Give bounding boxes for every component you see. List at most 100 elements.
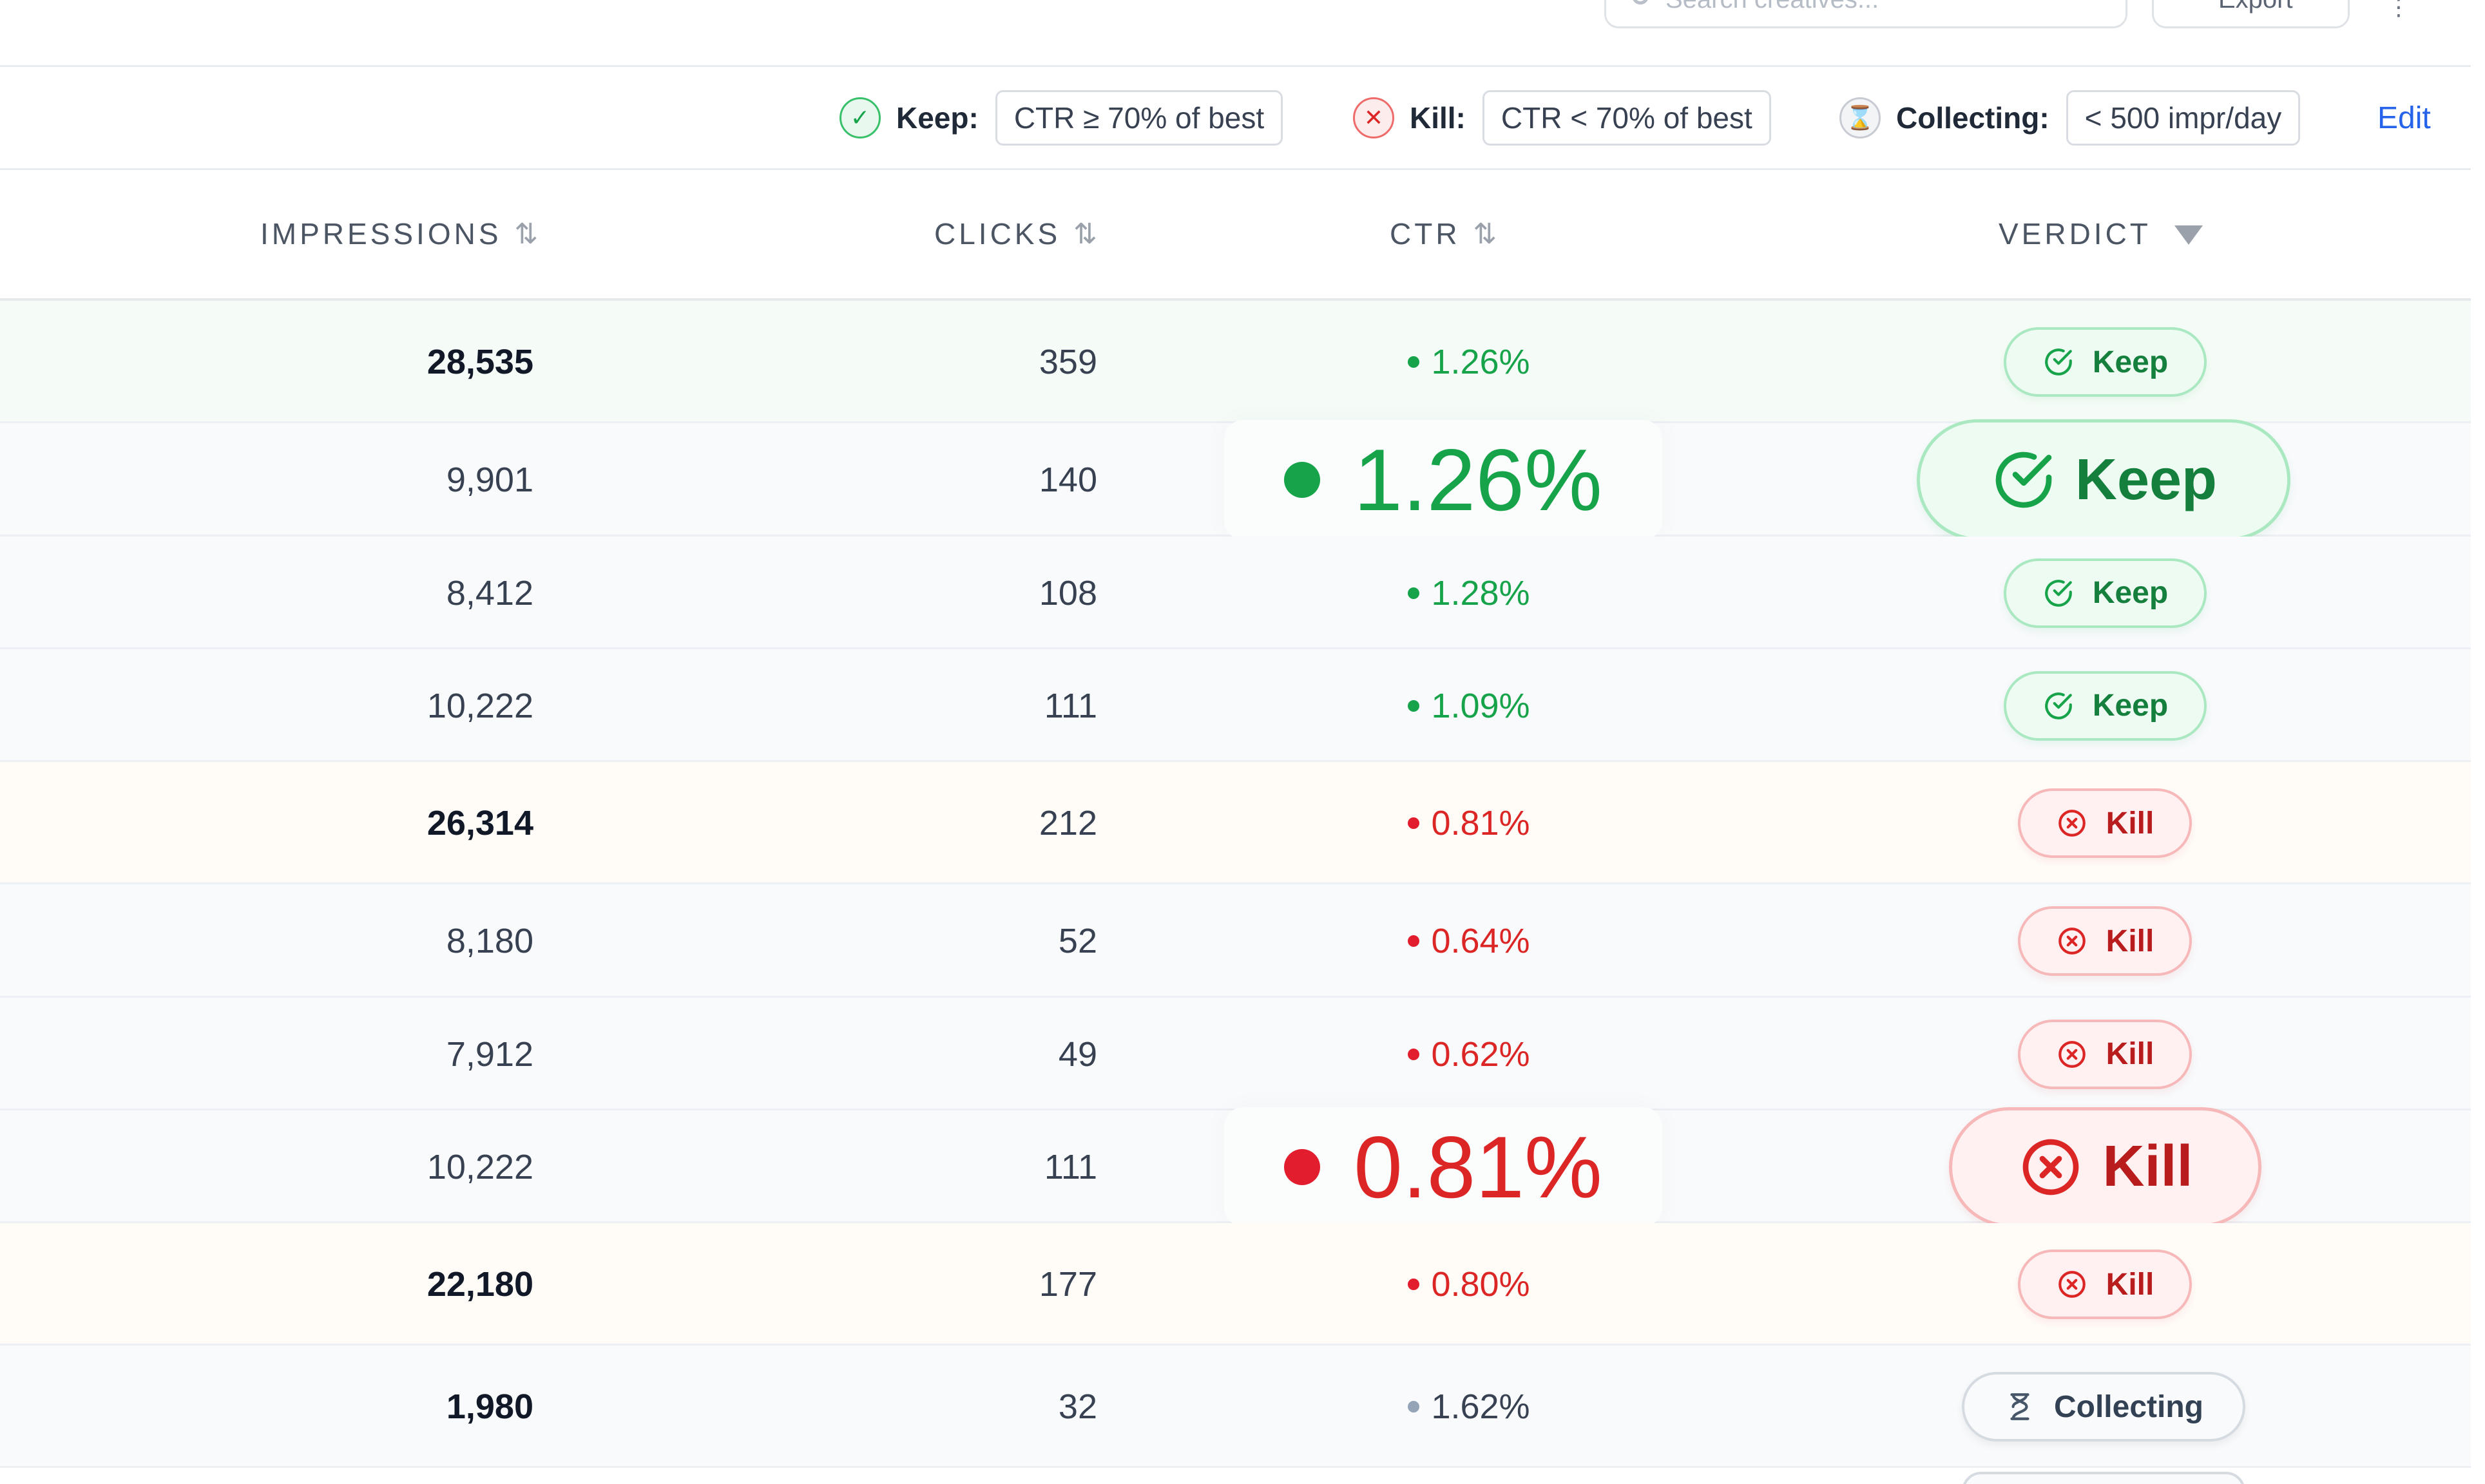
- column-header-impressions[interactable]: IMPRESSIONS ⇅: [260, 216, 538, 251]
- verdict-label: Kill: [2106, 924, 2154, 958]
- impressions-cell: 8,180: [446, 922, 533, 960]
- column-header-verdict[interactable]: VERDICT: [1999, 216, 2203, 251]
- column-header-clicks[interactable]: CLICKS ⇅: [934, 216, 1097, 251]
- search-placeholder: Search creatives...: [1665, 0, 1879, 14]
- ctr-header-label: CTR: [1390, 217, 1461, 251]
- status-dot-icon: [1408, 1401, 1420, 1413]
- impressions-cell: 9,901: [446, 461, 533, 499]
- collecting-rule-label: Collecting:: [1896, 101, 2049, 135]
- sort-arrows-icon[interactable]: ⇅: [1073, 218, 1098, 250]
- status-dot-icon: [1284, 1148, 1321, 1185]
- ctr-cell: 1.09%: [1340, 686, 1598, 726]
- clicks-cell: 111: [1044, 1147, 1097, 1186]
- impressions-cell: 26,314: [427, 804, 533, 842]
- table-row[interactable]: 8,412 108 1.28% Keep: [0, 537, 2471, 649]
- kill-rule-label: Kill:: [1410, 101, 1466, 135]
- keep-verdict-badge[interactable]: Keep: [2004, 558, 2207, 628]
- clicks-cell: 212: [1039, 804, 1097, 842]
- impressions-cell: 28,535: [427, 343, 533, 381]
- ctr-cell: 0.62%: [1340, 1034, 1598, 1074]
- check-circle-icon: [1990, 446, 2075, 513]
- ctr-value: 0.81%: [1354, 1118, 1602, 1216]
- status-dot-icon: [1408, 699, 1420, 712]
- export-button[interactable]: Export: [2152, 0, 2350, 28]
- edit-rules-link[interactable]: Edit: [2377, 101, 2431, 135]
- kill-verdict-badge[interactable]: Kill: [2018, 1019, 2192, 1089]
- collecting-verdict-badge[interactable]: [1962, 1472, 2245, 1484]
- sort-arrows-icon[interactable]: ⇅: [514, 218, 539, 250]
- x-circle-icon: [2056, 1268, 2106, 1300]
- collecting-rule-value[interactable]: < 500 impr/day: [2066, 90, 2301, 146]
- kill-rule: ✕ Kill: CTR < 70% of best: [1353, 90, 1771, 146]
- ctr-cell: 1.26%: [1340, 342, 1598, 382]
- impressions-cell: 8,412: [446, 573, 533, 613]
- ctr-cell: 0.80%: [1340, 1264, 1598, 1304]
- check-circle-icon: [2042, 690, 2093, 722]
- status-dot-icon: [1408, 1048, 1420, 1060]
- kill-verdict-badge[interactable]: Kill: [2018, 788, 2192, 858]
- keep-verdict-badge[interactable]: Keep: [2004, 671, 2207, 741]
- table-row[interactable]: 8,180 52 0.64% Kill: [0, 884, 2471, 998]
- kill-rule-value[interactable]: CTR < 70% of best: [1482, 90, 1771, 146]
- status-dot-icon: [1284, 462, 1321, 498]
- impressions-cell: 10,222: [427, 686, 533, 725]
- verdict-label: Kill: [2102, 1134, 2193, 1199]
- keep-verdict-badge[interactable]: Keep: [1917, 419, 2290, 540]
- impressions-cell: 7,912: [446, 1034, 533, 1074]
- ctr-value: 1.62%: [1431, 1387, 1530, 1426]
- kill-verdict-badge[interactable]: Kill: [2018, 1250, 2192, 1319]
- keep-rule: ✓ Keep: CTR ≥ 70% of best: [840, 90, 1283, 146]
- table-row[interactable]: 10,222 111 0.81% Kill: [0, 1107, 2471, 1227]
- kill-verdict-badge[interactable]: Kill: [1949, 1107, 2261, 1227]
- collecting-rule: ⌛ Collecting: < 500 impr/day: [1839, 90, 2301, 146]
- ctr-value: 1.28%: [1431, 573, 1530, 613]
- status-dot-icon: [1408, 817, 1420, 829]
- status-dot-icon: [1408, 1279, 1420, 1290]
- table-row[interactable]: 28,535 359 1.26% Keep: [0, 301, 2471, 423]
- table-row[interactable]: 22,180 177 0.80% Kill: [0, 1223, 2471, 1346]
- clicks-cell: 359: [1039, 343, 1097, 381]
- collecting-verdict-badge[interactable]: Collecting: [1962, 1372, 2245, 1441]
- table-row[interactable]: 10,222 111 1.09% Keep: [0, 649, 2471, 762]
- verdict-header-label: VERDICT: [1999, 217, 2151, 251]
- verdict-label: Keep: [2092, 576, 2169, 610]
- ctr-value: 0.81%: [1431, 804, 1530, 842]
- ctr-cell: 0.64%: [1340, 921, 1598, 961]
- keep-verdict-badge[interactable]: Keep: [2004, 327, 2207, 397]
- ctr-value: 0.80%: [1431, 1265, 1530, 1304]
- verdict-label: Keep: [2092, 345, 2169, 379]
- filter-icon[interactable]: [2174, 225, 2203, 245]
- x-circle-icon: [2056, 807, 2106, 839]
- search-input[interactable]: Search creatives...: [1604, 0, 2127, 28]
- x-circle-icon: [2056, 1038, 2106, 1070]
- verdict-label: Kill: [2106, 806, 2154, 841]
- x-circle-icon: [2017, 1134, 2102, 1201]
- kill-verdict-badge[interactable]: Kill: [2018, 906, 2192, 976]
- table-row[interactable]: 7,912 49 0.62% Kill: [0, 998, 2471, 1110]
- table-row[interactable]: [0, 1468, 2471, 1484]
- sort-arrows-icon[interactable]: ⇅: [1473, 218, 1497, 250]
- status-dot-icon: [1408, 935, 1420, 947]
- ctr-value: 0.62%: [1431, 1034, 1530, 1074]
- x-circle-icon: [2056, 925, 2106, 957]
- verdict-label: Kill: [2106, 1037, 2154, 1071]
- ctr-value: 1.26%: [1431, 343, 1530, 381]
- clicks-cell: 111: [1044, 686, 1097, 725]
- impressions-header-label: IMPRESSIONS: [260, 217, 502, 251]
- check-circle-icon: [2042, 577, 2093, 609]
- keep-rule-value[interactable]: CTR ≥ 70% of best: [995, 90, 1283, 146]
- table-row[interactable]: 26,314 212 0.81% Kill: [0, 762, 2471, 884]
- ctr-value: 1.09%: [1431, 686, 1530, 725]
- impressions-cell: 22,180: [427, 1265, 533, 1304]
- clicks-cell: 108: [1039, 573, 1097, 613]
- clicks-header-label: CLICKS: [934, 217, 1061, 251]
- table-row[interactable]: 1,980 32 1.62% Collecting: [0, 1346, 2471, 1468]
- ctr-cell: 1.26%: [1224, 420, 1662, 540]
- column-header-ctr[interactable]: CTR ⇅: [1390, 216, 1497, 251]
- status-dot-icon: [1408, 587, 1420, 599]
- table-row[interactable]: 9,901 140 1.26% Keep: [0, 419, 2471, 540]
- more-options-icon[interactable]: ⋮: [2387, 0, 2410, 20]
- top-toolbar: Search creatives... Export ⋮: [0, 0, 2471, 67]
- verdict-rules-bar: ✓ Keep: CTR ≥ 70% of best ✕ Kill: CTR < …: [0, 67, 2471, 170]
- clicks-cell: 140: [1039, 461, 1097, 499]
